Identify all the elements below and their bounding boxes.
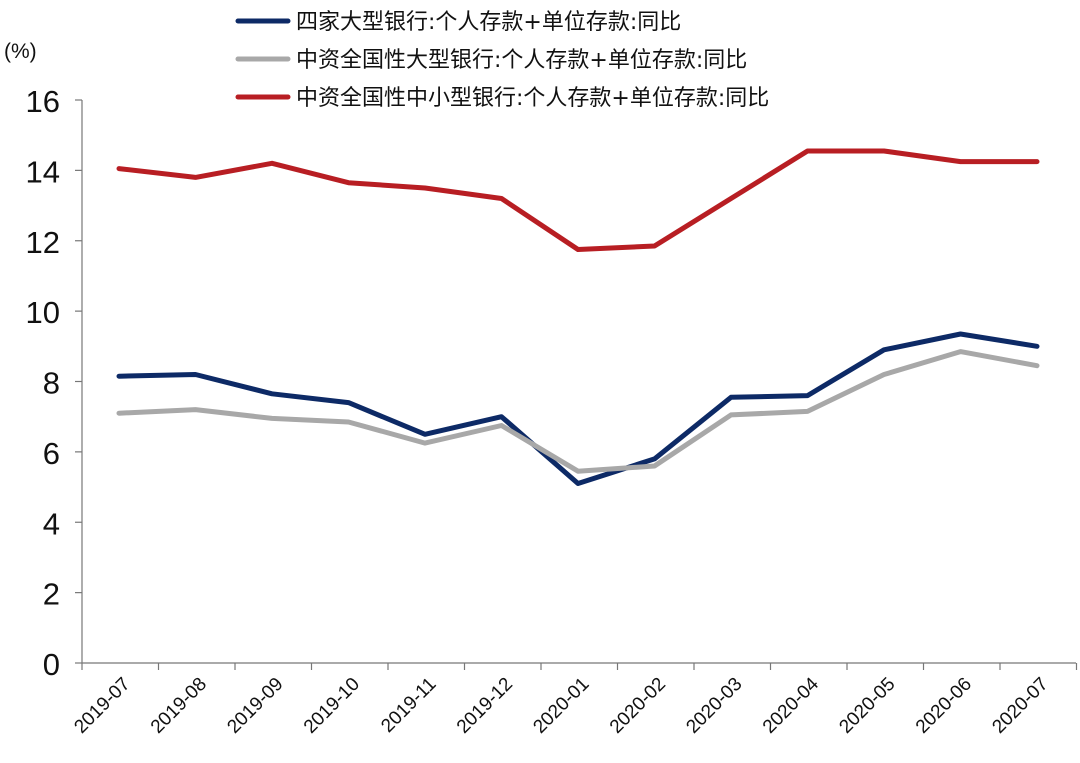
y-axis-unit-label: (%) [4,40,37,63]
series-2-point [806,409,810,413]
series-1-point [423,432,427,436]
series-3-point [117,167,121,171]
series-1-point [347,401,351,405]
series-2-point [576,469,580,473]
y-tick-label: 12 [26,225,60,260]
series-1-point [270,392,274,396]
series-1-point [729,395,733,399]
x-tick-label: 2020-06 [912,674,976,738]
legend-label-3: 中资全国性中小型银行:个人存款+单位存款:同比 [296,86,769,111]
series-3-point [500,197,504,201]
series-3-point [347,181,351,185]
x-tick-label: 2019-07 [70,674,134,738]
series-2-point [423,441,427,445]
x-tick-label: 2020-04 [759,673,823,737]
series-3-point [1035,160,1039,164]
series-2-point [729,413,733,417]
x-tick-label: 2020-01 [529,674,593,738]
series-3-point [806,149,810,153]
x-tick-label: 2020-05 [835,674,899,738]
series-1-point [117,374,121,378]
y-tick-label: 4 [43,506,60,541]
series-3-point [194,175,198,179]
legend-label-1: 四家大型银行:个人存款+单位存款:同比 [296,10,681,35]
y-tick-label: 14 [26,154,60,189]
series-1-point [882,348,886,352]
series-2-point [1035,364,1039,368]
x-tick-label: 2019-12 [453,674,517,738]
series-2-point [882,372,886,376]
series-3-point [729,197,733,201]
legend-label-2: 中资全国性大型银行:个人存款+单位存款:同比 [296,48,747,73]
x-tick-label: 2019-09 [223,674,287,738]
y-tick-label: 16 [26,84,60,119]
x-tick-label: 2020-03 [682,674,746,738]
series-1-point [500,415,504,419]
series-3-point [576,248,580,252]
y-tick-label: 10 [26,295,60,330]
series-2-point [653,464,657,468]
x-tick-label: 2019-10 [300,674,364,738]
x-tick-label: 2020-02 [606,674,670,738]
series-3-point [653,244,657,248]
y-tick-label: 8 [43,366,60,401]
series-1-point [959,332,963,336]
series-3-point [423,186,427,190]
series-line-3 [116,148,1040,252]
y-tick-label: 0 [43,647,60,682]
legend: 四家大型银行:个人存款+单位存款:同比中资全国性大型银行:个人存款+单位存款:同… [235,10,769,111]
series-3-point [959,160,963,164]
x-tick-label: 2019-08 [147,674,211,738]
series-2-point [270,416,274,420]
series-1-point [1035,344,1039,348]
series-3-point [270,161,274,165]
series-line-2 [116,349,1040,474]
series-2-point [500,423,504,427]
series-lines [116,148,1040,486]
series-3-point [882,149,886,153]
series-2-point [194,408,198,412]
series-2-point [959,350,963,354]
y-tick-label: 2 [43,577,60,612]
series-1-point [194,372,198,376]
series-1-point [806,394,810,398]
x-tick-label: 2019-11 [377,674,440,737]
series-1-point [576,482,580,486]
series-2-point [117,411,121,415]
series-1-point [653,457,657,461]
series-line-1 [116,331,1040,486]
x-tick-label: 2020-07 [988,674,1052,738]
y-tick-label: 6 [43,436,60,471]
series-2-point [347,420,351,424]
